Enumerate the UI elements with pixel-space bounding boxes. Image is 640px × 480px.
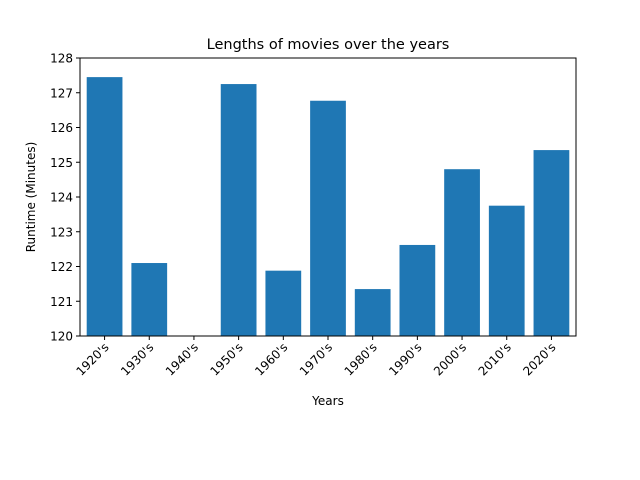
bar-6 bbox=[354, 289, 391, 336]
y-tick-label-7: 127 bbox=[50, 86, 73, 100]
y-tick-label-1: 121 bbox=[50, 295, 73, 309]
x-tick-label-2: 1940's bbox=[163, 340, 201, 378]
x-tick-label-10: 2020's bbox=[520, 340, 558, 378]
x-axis: 1920's 1930's 1940's 1950's 1960's 1970's 1980… bbox=[73, 336, 559, 378]
y-tick-label-6: 126 bbox=[50, 121, 73, 135]
x-axis-label: Years bbox=[311, 394, 344, 408]
y-axis: 120 121 122 123 124 125 126 127 128 bbox=[50, 52, 80, 344]
x-tick-label-4: 1960's bbox=[252, 340, 290, 378]
x-tick-label-6: 1980's bbox=[342, 340, 380, 378]
bar-1 bbox=[131, 263, 168, 336]
y-tick-label-8: 128 bbox=[50, 52, 73, 66]
x-tick-label-9: 2010's bbox=[476, 340, 514, 378]
bar-7 bbox=[399, 244, 436, 336]
y-axis-label: Runtime (Minutes) bbox=[24, 142, 38, 253]
y-tick-label-0: 120 bbox=[50, 330, 73, 344]
x-tick-label-0: 1920's bbox=[73, 340, 111, 378]
y-tick-label-2: 122 bbox=[50, 260, 73, 274]
bar-8 bbox=[444, 169, 480, 336]
bar-4 bbox=[265, 270, 302, 336]
x-tick-label-1: 1930's bbox=[118, 340, 156, 378]
bar-5 bbox=[310, 100, 346, 337]
y-tick-label-5: 125 bbox=[50, 156, 73, 170]
y-tick-label-3: 123 bbox=[50, 225, 73, 239]
bars bbox=[86, 77, 570, 337]
x-tick-label-3: 1950's bbox=[208, 340, 246, 378]
x-tick-label-5: 1970's bbox=[297, 340, 335, 378]
bar-3 bbox=[220, 84, 257, 336]
x-tick-label-8: 2000's bbox=[431, 340, 469, 378]
chart-title: Lengths of movies over the years bbox=[207, 37, 450, 53]
bar-9 bbox=[488, 205, 525, 336]
y-tick-label-4: 124 bbox=[50, 191, 73, 205]
bar-10 bbox=[533, 150, 570, 336]
x-tick-label-7: 1990's bbox=[386, 340, 424, 378]
bar-0 bbox=[86, 77, 123, 337]
